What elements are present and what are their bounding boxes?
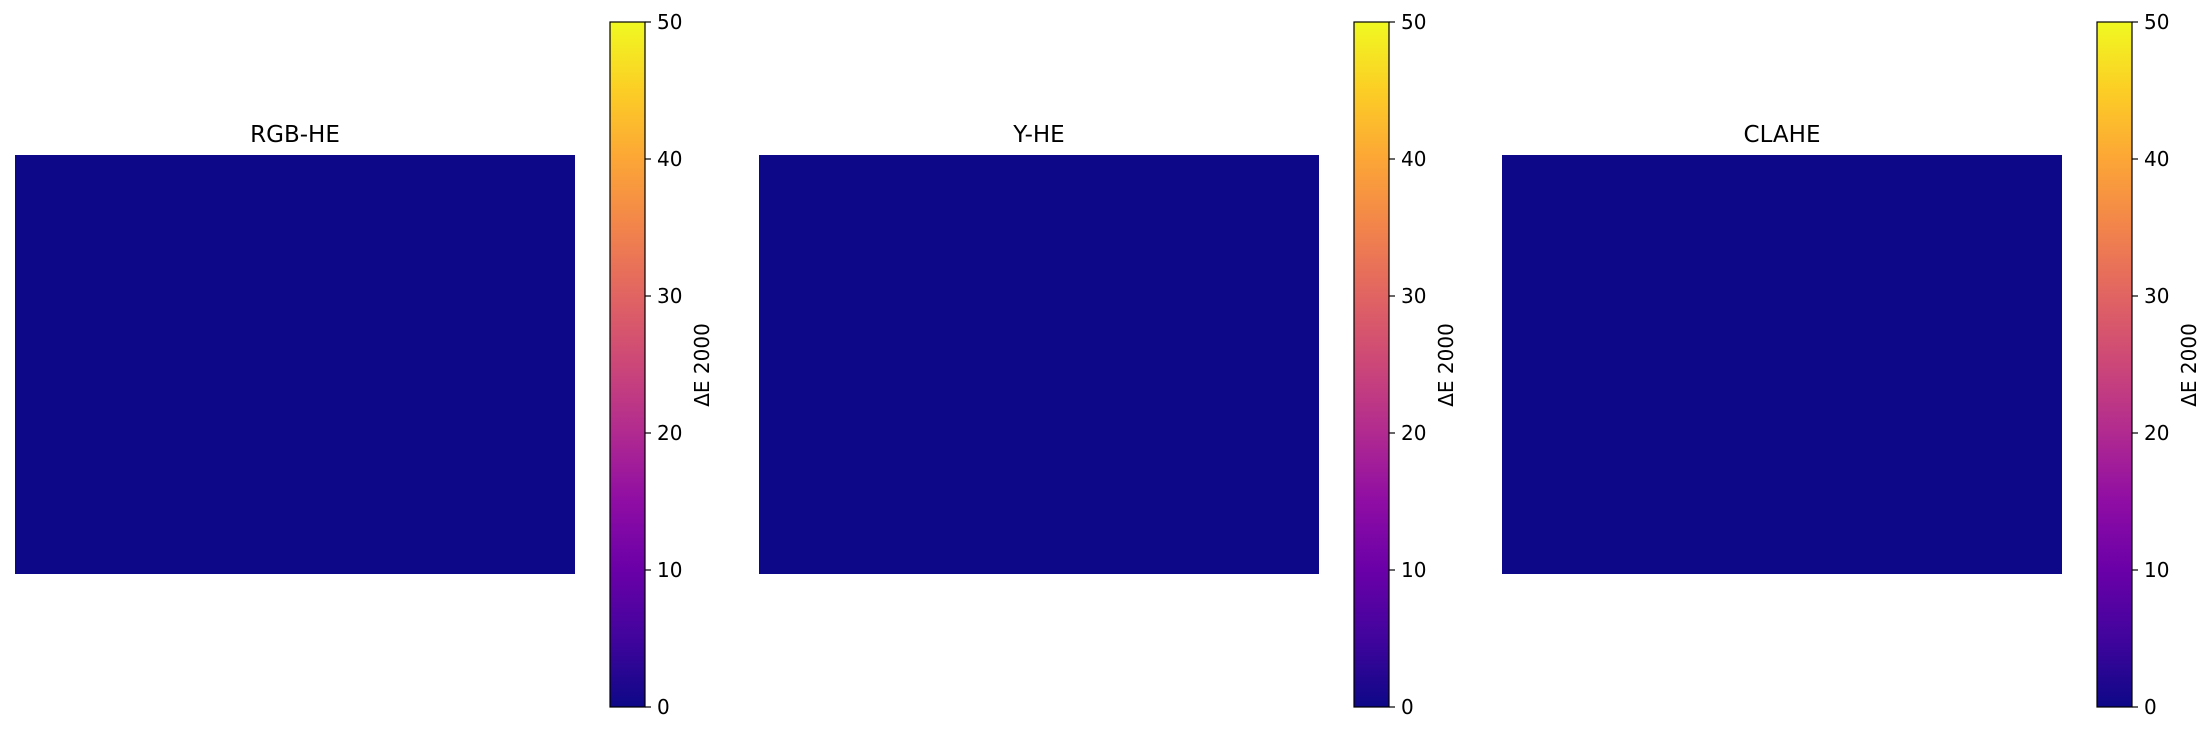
colorbar-tick-label: 40 xyxy=(657,147,682,171)
colorbar-tick-label: 10 xyxy=(2144,558,2169,582)
colorbar-tick-label: 20 xyxy=(1401,421,1426,445)
colorbar-tick-label: 40 xyxy=(2144,147,2169,171)
panel-rgb-he: RGB-HE 0 10 20 30 40 50 ΔE 2000 xyxy=(15,10,714,719)
panel-title: Y-HE xyxy=(1012,122,1064,148)
colorbar-tick-label: 30 xyxy=(657,284,682,308)
colorbar-tick-label: 0 xyxy=(1401,695,1414,719)
colorbar-tick-label: 50 xyxy=(1401,10,1426,34)
colorbar-tick-label: 30 xyxy=(1401,284,1426,308)
colorbar-tick-label: 30 xyxy=(2144,284,2169,308)
colorbar xyxy=(2096,21,2133,708)
colorbar-ticks: 0 10 20 30 40 50 xyxy=(645,10,682,719)
colorbar-label: ΔE 2000 xyxy=(1434,323,1458,407)
heatmap-image xyxy=(1502,155,2062,574)
colorbar-tick-label: 10 xyxy=(1401,558,1426,582)
colorbar-tick-label: 0 xyxy=(657,695,670,719)
panel-y-he: Y-HE 0 10 20 30 40 50 ΔE 2000 xyxy=(759,10,1458,719)
colorbar-label: ΔE 2000 xyxy=(2177,323,2201,407)
colorbar-ticks: 0 10 20 30 40 50 xyxy=(2132,10,2169,719)
colorbar-tick-label: 0 xyxy=(2144,695,2157,719)
colorbar xyxy=(609,21,646,708)
colorbar-tick-label: 20 xyxy=(2144,421,2169,445)
colorbar xyxy=(1353,21,1390,708)
panel-title: CLAHE xyxy=(1744,122,1821,148)
colorbar-ticks: 0 10 20 30 40 50 xyxy=(1389,10,1426,719)
panel-title: RGB-HE xyxy=(250,122,340,148)
heatmap-image xyxy=(759,155,1319,574)
heatmap-image xyxy=(15,155,575,574)
colorbar-tick-label: 20 xyxy=(657,421,682,445)
colorbar-label: ΔE 2000 xyxy=(690,323,714,407)
colorbar-tick-label: 40 xyxy=(1401,147,1426,171)
panel-clahe: CLAHE 0 10 20 30 40 50 ΔE 2000 xyxy=(1502,10,2201,719)
colorbar-tick-label: 50 xyxy=(657,10,682,34)
colorbar-tick-label: 10 xyxy=(657,558,682,582)
colorbar-tick-label: 50 xyxy=(2144,10,2169,34)
